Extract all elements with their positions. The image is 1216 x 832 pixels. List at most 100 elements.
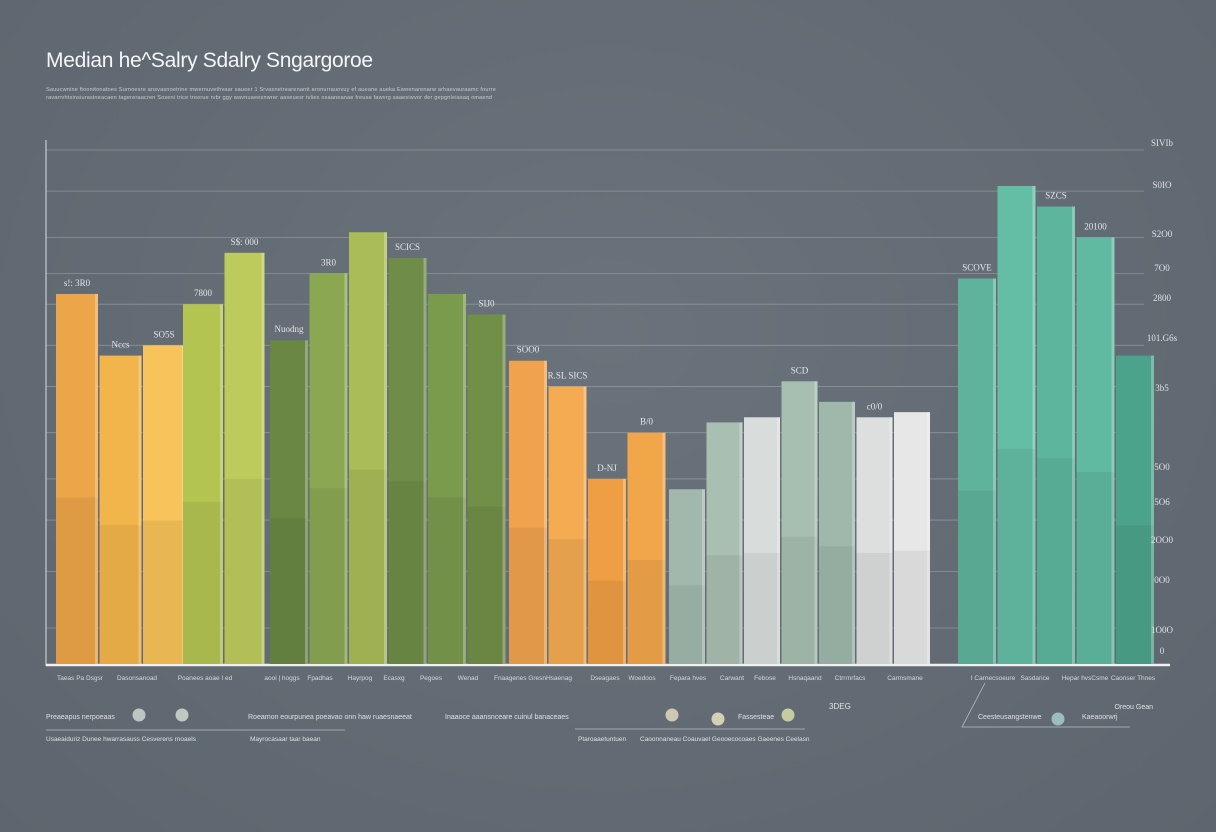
bar-highlight	[384, 232, 387, 665]
y-tick-label: 1O0O	[1151, 625, 1173, 635]
annotation-text: Usaeaiduriz Dunee hwarrasauss Cesverens …	[46, 736, 197, 743]
x-category-label: I Carnecsoeure	[971, 675, 1016, 682]
x-category-label: Hepar hvsCsme	[1062, 675, 1109, 682]
bar	[627, 432, 666, 664]
legend-label: Preaeapus nerpoeaas	[46, 714, 115, 721]
y-tick-label: 2OO0	[1151, 535, 1173, 545]
bar-shade	[349, 469, 387, 664]
bar-shade	[706, 555, 743, 664]
bar	[706, 422, 743, 664]
bar-highlight	[544, 360, 547, 664]
bar-highlight	[1072, 206, 1075, 665]
y-tick-label: 5O0	[1154, 462, 1170, 472]
bar-highlight	[1151, 355, 1154, 664]
x-category-label: Hsaenag	[546, 675, 572, 682]
x-category-label: Fpadhas	[307, 675, 333, 682]
legend-swatch	[711, 712, 725, 726]
bar-value-label: SIJ0	[478, 298, 495, 308]
bar	[309, 273, 348, 664]
bar-shade	[428, 497, 466, 664]
bar-shade	[856, 552, 893, 664]
legend-swatch	[132, 708, 146, 722]
x-category-label: Carwant	[720, 675, 744, 682]
y-tick-label: 2800	[1153, 293, 1172, 303]
bar-highlight	[305, 340, 308, 664]
bar	[669, 489, 705, 664]
bar-highlight	[702, 489, 705, 664]
bar-shade	[819, 546, 855, 664]
bar-highlight	[927, 412, 930, 664]
bar-value-label: SO5S	[153, 329, 174, 339]
x-category-label: Febose	[754, 675, 776, 682]
legend-swatch	[175, 708, 189, 722]
x-category-label: Caonser Thnes	[1111, 675, 1156, 682]
bar-value-label: Nuodng	[275, 324, 304, 334]
bar-value-label: SOO0	[517, 345, 540, 355]
y-tick-label: S2O0	[1152, 229, 1173, 239]
bars	[56, 185, 1154, 665]
bar-shade	[669, 585, 705, 664]
x-category-labels: Taeas Pa Dsgsr Dasonsanoad Poanees aoae I …	[57, 675, 1156, 682]
bar	[509, 360, 547, 664]
y-tick-label: 0O0	[1154, 575, 1170, 585]
subtitle-line-2: ravarrvhtsinsiurasineacaen tagereraacren…	[46, 95, 493, 101]
bar-value-label: SCD	[791, 365, 809, 375]
bar	[143, 345, 185, 664]
bar-shade	[744, 552, 780, 664]
bar-highlight	[662, 432, 666, 664]
bar-shade	[997, 448, 1036, 664]
bar-shade	[388, 481, 427, 664]
chart-title: Median he^Salry Sdalry Sngargoroe	[46, 49, 373, 72]
bar	[781, 381, 818, 664]
bar-labels: sǃ: 3R0 Nccs SO5S 7800 S$: 000 Nuodng 3R0 SCICS…	[64, 191, 1107, 473]
x-category-label: Poanees aoae I ed	[178, 675, 233, 682]
y-tick-labels: SIVIb S0IO S2O0 7O0 2800 101.G6s 3b5 5O0 5O6 2OO0…	[1147, 138, 1178, 656]
bar-value-label: sǃ: 3R0	[64, 278, 91, 288]
annotation-text: Oreou Gean	[1114, 704, 1153, 711]
bar	[958, 278, 996, 664]
bar-shade	[270, 518, 308, 664]
bar-value-label: D-NJ	[597, 463, 617, 473]
annotation-text: Caoonnaneau Coauvael Geooecocoaes Gaeene…	[640, 736, 810, 743]
y-tick-label: 101.G6s	[1147, 333, 1178, 343]
x-category-label: Fnaagenes Gresn	[494, 675, 546, 682]
x-category-label: Dseagaes	[590, 675, 620, 682]
bar-value-label: 7800	[194, 288, 213, 298]
bar	[744, 417, 780, 664]
legend: Preaeapus nerpoeaas Roeamon eourpunea poe…	[46, 682, 1153, 743]
x-category-label: Hayrpog	[348, 675, 373, 682]
bar-shade	[781, 536, 818, 664]
y-tick-label: 3b5	[1155, 383, 1169, 393]
bar-shade	[99, 525, 142, 664]
bar-highlight	[777, 417, 780, 664]
bar-shade	[1037, 458, 1075, 664]
bar-highlight	[814, 381, 818, 664]
legend-swatch	[1051, 712, 1065, 726]
bar-value-label: SCOVE	[962, 263, 992, 273]
bar-highlight	[463, 293, 466, 664]
axes	[45, 140, 1170, 667]
bar-shade	[1076, 472, 1115, 664]
bar	[997, 185, 1036, 665]
legend-label: Inaaoce aaansnceare cuinul banaceaes	[445, 714, 569, 721]
legend-label: Roeamon eourpunea poeavao onn haw ruaesn…	[248, 714, 412, 721]
annotation-text: Mayrocasaar taar baean	[250, 736, 321, 743]
bar-shade	[509, 527, 547, 664]
bar-highlight	[583, 386, 587, 664]
y-tick-label: SIVIb	[1151, 138, 1173, 148]
x-category-label: Fepara hves	[670, 675, 707, 682]
subtitle-line-1: Sauucwnine ftoonitonatoes Surnoesre ansv…	[46, 87, 496, 93]
bar-highlight	[1032, 185, 1036, 665]
bar-value-label: 3R0	[321, 257, 337, 267]
bar	[270, 340, 308, 664]
bar-shade	[627, 559, 666, 664]
bar-value-label: 20100	[1084, 221, 1107, 231]
bar	[1076, 237, 1115, 664]
x-category-label: Taeas Pa Dsgsr	[57, 675, 104, 682]
x-category-label: aooi | hoggs	[264, 675, 300, 682]
bar-highlight	[95, 293, 98, 664]
bar	[224, 252, 265, 665]
bar	[467, 314, 506, 664]
bar-value-label: S$: 000	[231, 237, 259, 247]
y-tick-label: 5O6	[1154, 497, 1170, 507]
